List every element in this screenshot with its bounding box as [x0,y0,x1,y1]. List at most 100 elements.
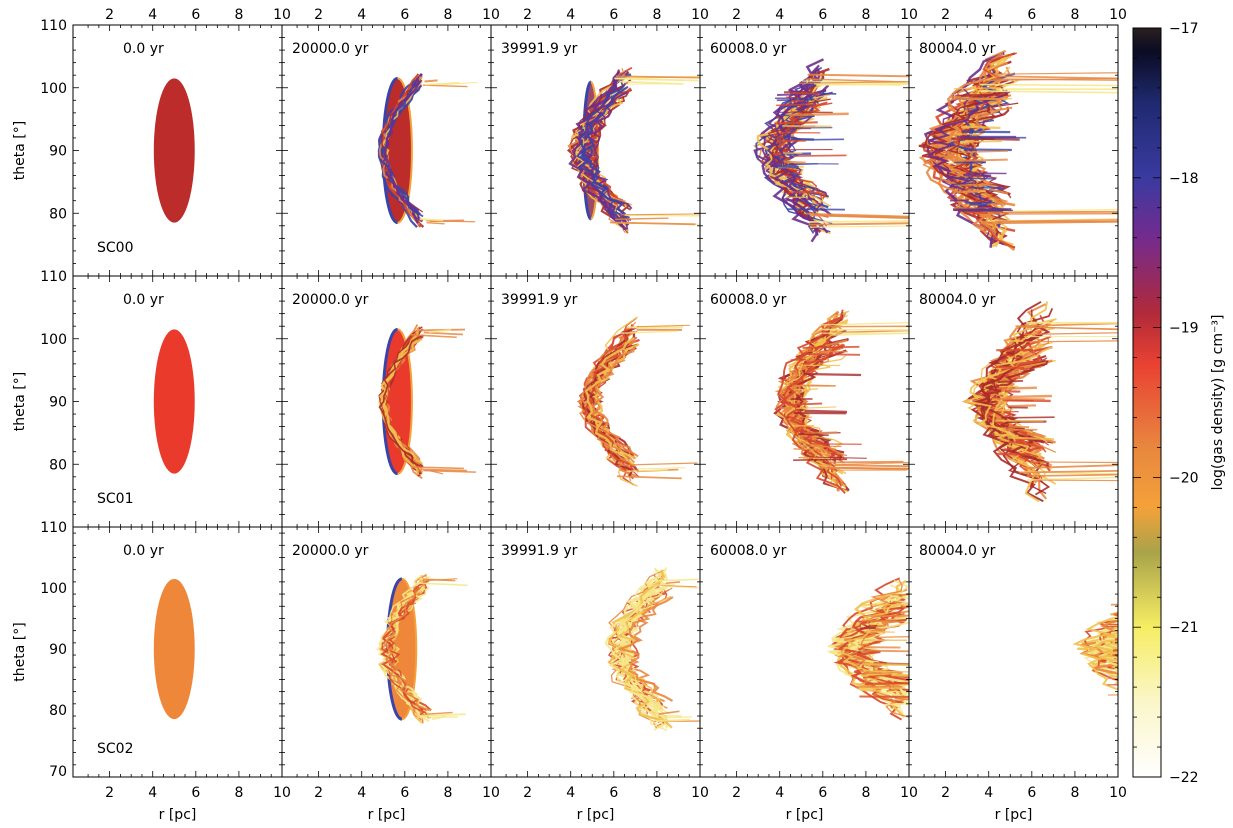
x-tick-label: 6 [1027,785,1036,801]
turbulent-finger [952,207,993,210]
x-tick-label-top: 2 [941,7,950,23]
shell-strand [947,80,1014,221]
shell-strand [616,596,674,702]
turbulent-finger [855,685,903,689]
shell-strand [389,574,423,724]
filament-tail [609,221,696,226]
time-label: 60008.0 yr [710,292,787,308]
turbulent-finger [859,626,876,630]
panel-sc01-t0: 0.0 yr SC01 [72,275,283,528]
filament-tail [648,583,675,587]
turbulent-finger [796,441,807,443]
turbulent-finger [953,87,999,90]
cloud [153,329,195,474]
filament-tail [1122,625,1133,627]
turbulent-finger [776,165,799,169]
x-tick-label-top: 2 [105,7,114,23]
x-tick-label: 8 [652,785,661,801]
shell-strand [1093,639,1118,662]
density-field [153,78,195,223]
x-tick-label-top: 4 [357,7,366,23]
x-tick-label: 4 [148,785,157,801]
turbulent-finger [804,409,847,414]
turbulent-finger [873,635,909,639]
filament-tail [813,82,902,86]
time-label: 20000.0 yr [292,41,369,57]
colorbar-gradient [1132,27,1162,778]
filament-tail [807,73,909,78]
filament-tail [806,212,909,218]
turbulent-finger [1110,603,1118,606]
turbulent-finger [793,402,823,406]
density-field [961,300,1118,503]
x-tick-label: 2 [105,785,114,801]
filament-tail [619,80,683,85]
x-tick-label-top: 8 [234,7,243,23]
turbulent-finger [958,150,1008,154]
filament-tail [618,462,698,466]
shell-strand [841,600,906,698]
turbulent-finger [793,448,829,451]
turbulent-finger [1002,353,1015,357]
turbulent-finger [776,103,816,107]
panel-sc02-t4: 80004.0 yr [908,526,1133,778]
filament-tail [1033,479,1118,482]
colorbar-tick-label: −21 [1169,620,1199,636]
turbulent-finger [793,458,848,461]
filament-tail [621,330,678,334]
shell-strand [382,587,430,711]
density-field [918,49,1118,252]
y-tick-label: 80 [49,457,67,473]
filament-tail [421,711,453,716]
filament-tail [799,81,909,84]
x-axis-title: r [pc] [995,807,1033,823]
filament-tail [660,716,692,719]
turbulent-finger [863,670,909,673]
filament-tail [895,691,900,696]
turbulent-finger [1001,416,1055,419]
turbulent-finger [782,135,795,139]
shell-strand [1072,616,1118,691]
shell-strand [847,579,909,718]
filament-tail [889,595,909,600]
time-label: 39991.9 yr [501,292,578,308]
filament-tail [808,222,909,226]
turbulent-finger [789,112,849,117]
time-label: 80004.0 yr [919,543,996,559]
panel-sc00-t0: 0.0 yr SC00 [72,24,283,277]
turbulent-finger [808,456,867,459]
x-tick-label-top: 6 [400,7,409,23]
density-field [1072,603,1133,696]
turbulent-finger [803,372,862,377]
panel-sc00-t2: 39991.9 yr [490,24,701,277]
panel-sc00-t3: 60008.0 yr [699,24,910,277]
x-tick-label: 2 [941,785,950,801]
turbulent-finger [795,406,837,409]
turbulent-finger [865,624,878,628]
shell-strand [584,337,635,466]
filament-tail [1015,322,1118,328]
turbulent-finger [785,198,815,202]
filament-tail [1026,473,1118,477]
turbulent-finger [774,121,818,125]
shell-strand [613,568,668,729]
x-tick-label-top: 10 [900,7,918,23]
filament-tail [636,467,686,470]
shock-edge [397,77,413,224]
filament-tail [979,83,1118,87]
time-label: 60008.0 yr [710,41,787,57]
turbulent-finger [951,97,1003,101]
turbulent-finger [963,189,981,193]
shell-strand [766,68,829,234]
x-tick-label-top: 4 [775,7,784,23]
turbulent-finger [864,681,909,686]
x-tick-label-top: 6 [818,7,827,23]
filament-tail [424,81,460,86]
filament-tail [1018,469,1118,474]
shell-strand [962,346,1053,457]
shell-strand [580,336,637,467]
filament-tail [832,332,909,336]
x-tick-label-top: 6 [191,7,200,23]
turbulent-finger [866,649,909,653]
